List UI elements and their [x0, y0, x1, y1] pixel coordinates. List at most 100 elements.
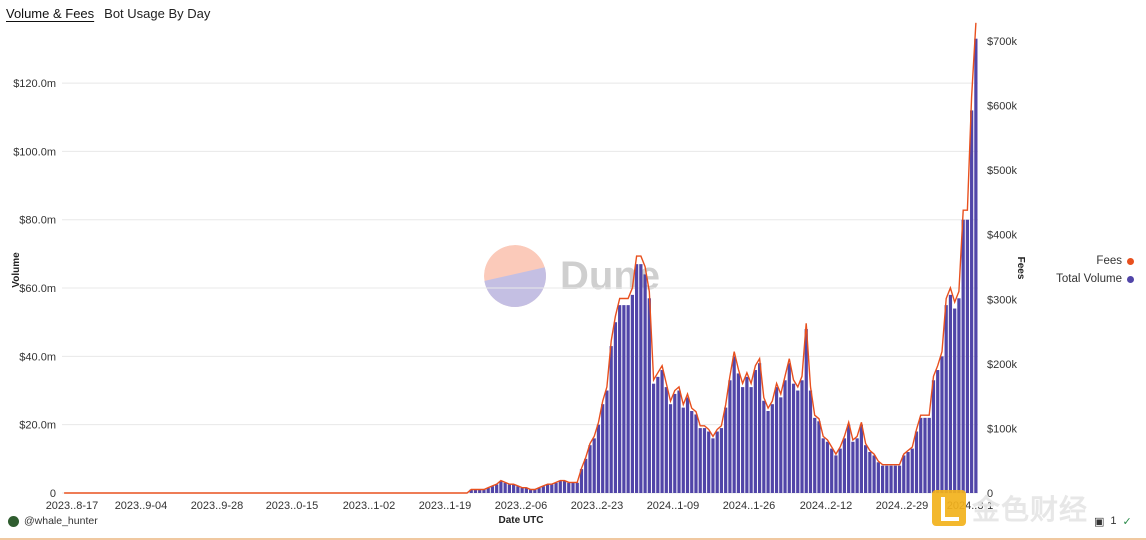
volume-bar [876, 462, 880, 493]
volume-bar [719, 428, 724, 493]
volume-bar [626, 305, 630, 493]
x-tick-label: 2024..1-09 [647, 500, 700, 512]
volume-bar [558, 481, 562, 493]
volume-bar [596, 424, 601, 493]
volume-bar [970, 110, 974, 493]
volume-bar [545, 484, 550, 493]
author-footer: @whale_hunter [8, 515, 98, 527]
author-handle[interactable]: @whale_hunter [24, 515, 98, 527]
volume-bar [635, 264, 639, 493]
check-icon[interactable]: ✓ [1122, 516, 1132, 528]
tab-bot-usage-by-day[interactable]: Bot Usage By Day [104, 6, 211, 21]
volume-bar [872, 455, 876, 493]
volume-bar [893, 465, 897, 493]
volume-bar [668, 404, 673, 493]
volume-bar [791, 383, 796, 493]
volume-bar [524, 487, 528, 493]
volume-bar [694, 414, 698, 493]
volume-bar [724, 407, 728, 493]
volume-bar [813, 417, 817, 493]
volume-bar [762, 400, 766, 493]
volume-bar [753, 370, 757, 493]
volume-bar [957, 298, 961, 493]
volume-bar [469, 489, 473, 493]
tab-volume-fees[interactable]: Volume & Fees [6, 6, 95, 21]
volume-bar [821, 438, 825, 493]
volume-bar [702, 428, 707, 493]
volume-bar [732, 356, 736, 493]
volume-bar [622, 305, 626, 493]
author-avatar [8, 515, 19, 527]
volume-bar [927, 417, 931, 493]
x-tick-label: 2023..1-02 [343, 500, 396, 512]
volume-bar [914, 431, 919, 493]
volume-bar [838, 448, 842, 493]
volume-bar [503, 482, 507, 493]
volume-bar [562, 481, 567, 493]
volume-bar [584, 458, 588, 493]
volume-bar [512, 484, 516, 493]
volume-bar [889, 465, 893, 493]
volume-bar [745, 376, 749, 493]
volume-bar [880, 465, 885, 493]
volume-bar [804, 329, 808, 493]
volume-bar [482, 489, 486, 493]
volume-bar [528, 489, 533, 493]
y-tick-label: $100.0m [13, 146, 56, 158]
volume-bar [685, 397, 690, 493]
y-tick-label: $60.0m [19, 283, 56, 295]
volume-bar [609, 346, 613, 493]
legend-item-fees[interactable]: Fees [1056, 252, 1134, 270]
volume-bar [605, 390, 609, 493]
y2-tick-label: $200k [987, 359, 1017, 371]
volume-bar [656, 376, 660, 493]
volume-bar [847, 424, 851, 493]
volume-bar [643, 274, 647, 493]
legend-dot-fees [1127, 257, 1134, 265]
volume-bar [639, 264, 643, 493]
volume-bar [885, 465, 889, 493]
x-tick-label: 2024..2-29 [876, 500, 929, 512]
volume-bar [618, 305, 622, 493]
volume-bar [592, 438, 596, 493]
volume-bar [741, 387, 745, 493]
camera-icon[interactable]: ▣ [1094, 516, 1105, 528]
y2-axis-title: Fees [1015, 257, 1026, 280]
dune-logo-icon [484, 245, 546, 307]
volume-bar [516, 486, 520, 493]
volume-bar [868, 452, 872, 493]
volume-bar [507, 484, 512, 493]
volume-bar [579, 469, 584, 493]
volume-bar [698, 428, 702, 493]
legend-label-total-volume: Total Volume [1056, 273, 1122, 285]
volume-bar [834, 455, 838, 493]
volume-bar [965, 219, 970, 493]
volume-bar [736, 373, 741, 493]
volume-bar [707, 431, 711, 493]
y2-tick-label: $400k [987, 230, 1017, 242]
volume-bar [800, 380, 804, 493]
volume-bar [677, 390, 681, 493]
y2-tick-label: $600k [987, 101, 1017, 113]
jinse-brand-logo: 金色财经 [932, 488, 1088, 528]
volume-bar [613, 322, 618, 493]
volume-bar [588, 445, 592, 493]
volume-bar [825, 441, 830, 493]
fees-line [64, 22, 977, 494]
volume-bar [830, 448, 834, 493]
x-tick-label: 2023..9-04 [115, 500, 168, 512]
volume-bar [630, 294, 634, 493]
volume-bar [961, 219, 965, 493]
volume-bar [851, 441, 855, 493]
volume-bar [783, 380, 787, 493]
volume-bar [787, 363, 791, 493]
volume-bar [931, 380, 936, 493]
volume-bar [919, 417, 923, 493]
volume-bar [575, 482, 579, 493]
volume-bar [923, 417, 927, 493]
volume-bar [478, 489, 482, 493]
legend-item-total-volume[interactable]: Total Volume [1056, 270, 1134, 288]
volume-bar [495, 484, 499, 493]
volume-bar [842, 438, 847, 493]
